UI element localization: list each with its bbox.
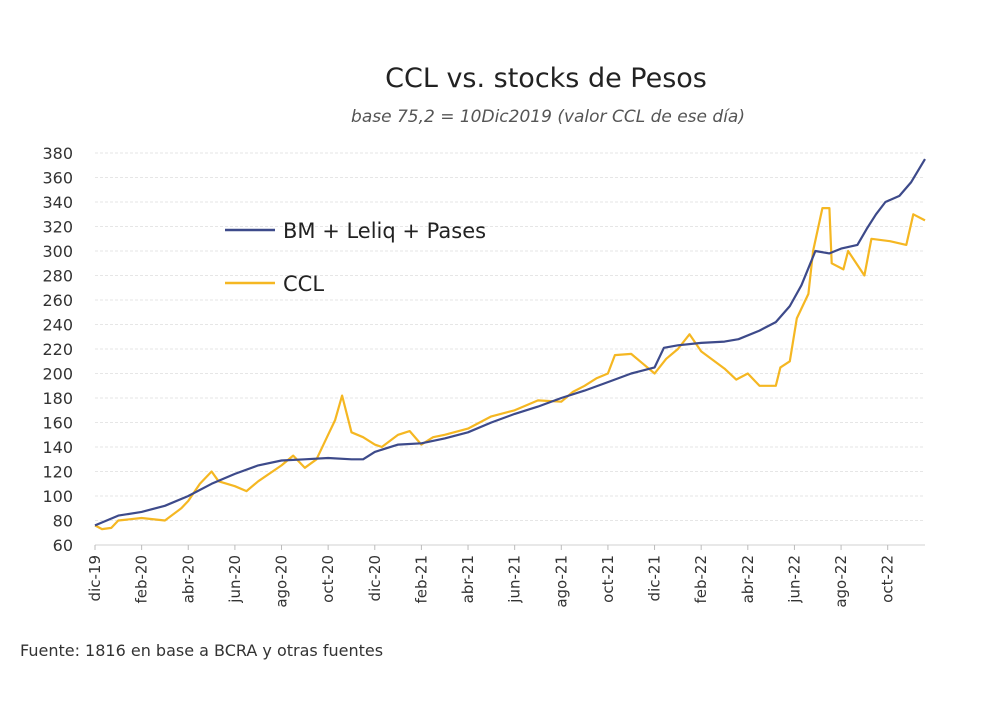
y-tick-label: 180	[42, 389, 73, 408]
legend-label-bm: BM + Leliq + Pases	[283, 219, 486, 243]
y-tick-label: 300	[42, 242, 73, 261]
y-tick-label: 160	[42, 414, 73, 433]
y-tick-label: 120	[42, 463, 73, 482]
y-tick-label: 280	[42, 267, 73, 286]
x-tick-label: feb-22	[692, 555, 710, 604]
x-tick-label: abr-22	[739, 555, 757, 603]
x-tick-label: jun-22	[785, 555, 803, 604]
legend: BM + Leliq + Pases CCL	[225, 219, 486, 296]
x-tick-label: feb-20	[133, 555, 151, 604]
gridlines	[95, 152, 925, 546]
y-tick-label: 220	[42, 340, 73, 359]
y-tick-label: 200	[42, 365, 73, 384]
y-tick-label: 140	[42, 438, 73, 457]
y-tick-label: 260	[42, 291, 73, 310]
y-tick-label: 60	[53, 536, 73, 555]
y-axis: 60 80 100 120 140 160 180 200 220 240 260 280 300 320…	[42, 144, 73, 555]
y-tick-label: 100	[42, 487, 73, 506]
series-line-bm-leliq-pases	[94, 158, 926, 527]
x-axis: dic-19 feb-20 abr-20 jun-20 ago-20 oct-20 dic-…	[86, 544, 925, 608]
x-tick-label: ago-22	[832, 555, 850, 608]
y-tick-label: 240	[42, 316, 73, 335]
y-tick-label: 340	[42, 193, 73, 212]
y-tick-label: 320	[42, 218, 73, 237]
y-tick-label: 360	[42, 169, 73, 188]
x-tick-label: dic-21	[646, 555, 664, 601]
legend-label-ccl: CCL	[283, 272, 324, 296]
x-tick-label: oct-22	[879, 555, 897, 603]
y-tick-label: 380	[42, 144, 73, 163]
x-tick-label: ago-20	[273, 555, 291, 608]
x-tick-label: dic-19	[86, 555, 104, 601]
x-tick-label: ago-21	[552, 555, 570, 608]
x-tick-label: abr-21	[459, 555, 477, 603]
chart-subtitle: base 75,2 = 10Dic2019 (valor CCL de ese …	[351, 107, 745, 127]
x-tick-label: oct-20	[319, 555, 337, 603]
x-tick-label: feb-21	[412, 555, 430, 604]
series-lines	[94, 158, 926, 531]
x-tick-label: abr-20	[179, 555, 197, 603]
x-tick-label: jun-20	[226, 555, 244, 604]
x-tick-label: jun-21	[506, 555, 524, 604]
x-tick-label: dic-20	[366, 555, 384, 601]
x-tick-label: oct-21	[599, 555, 617, 603]
chart-title: CCL vs. stocks de Pesos	[385, 63, 707, 94]
y-tick-label: 80	[53, 512, 73, 531]
source-note: Fuente: 1816 en base a BCRA y otras fuen…	[20, 641, 383, 660]
